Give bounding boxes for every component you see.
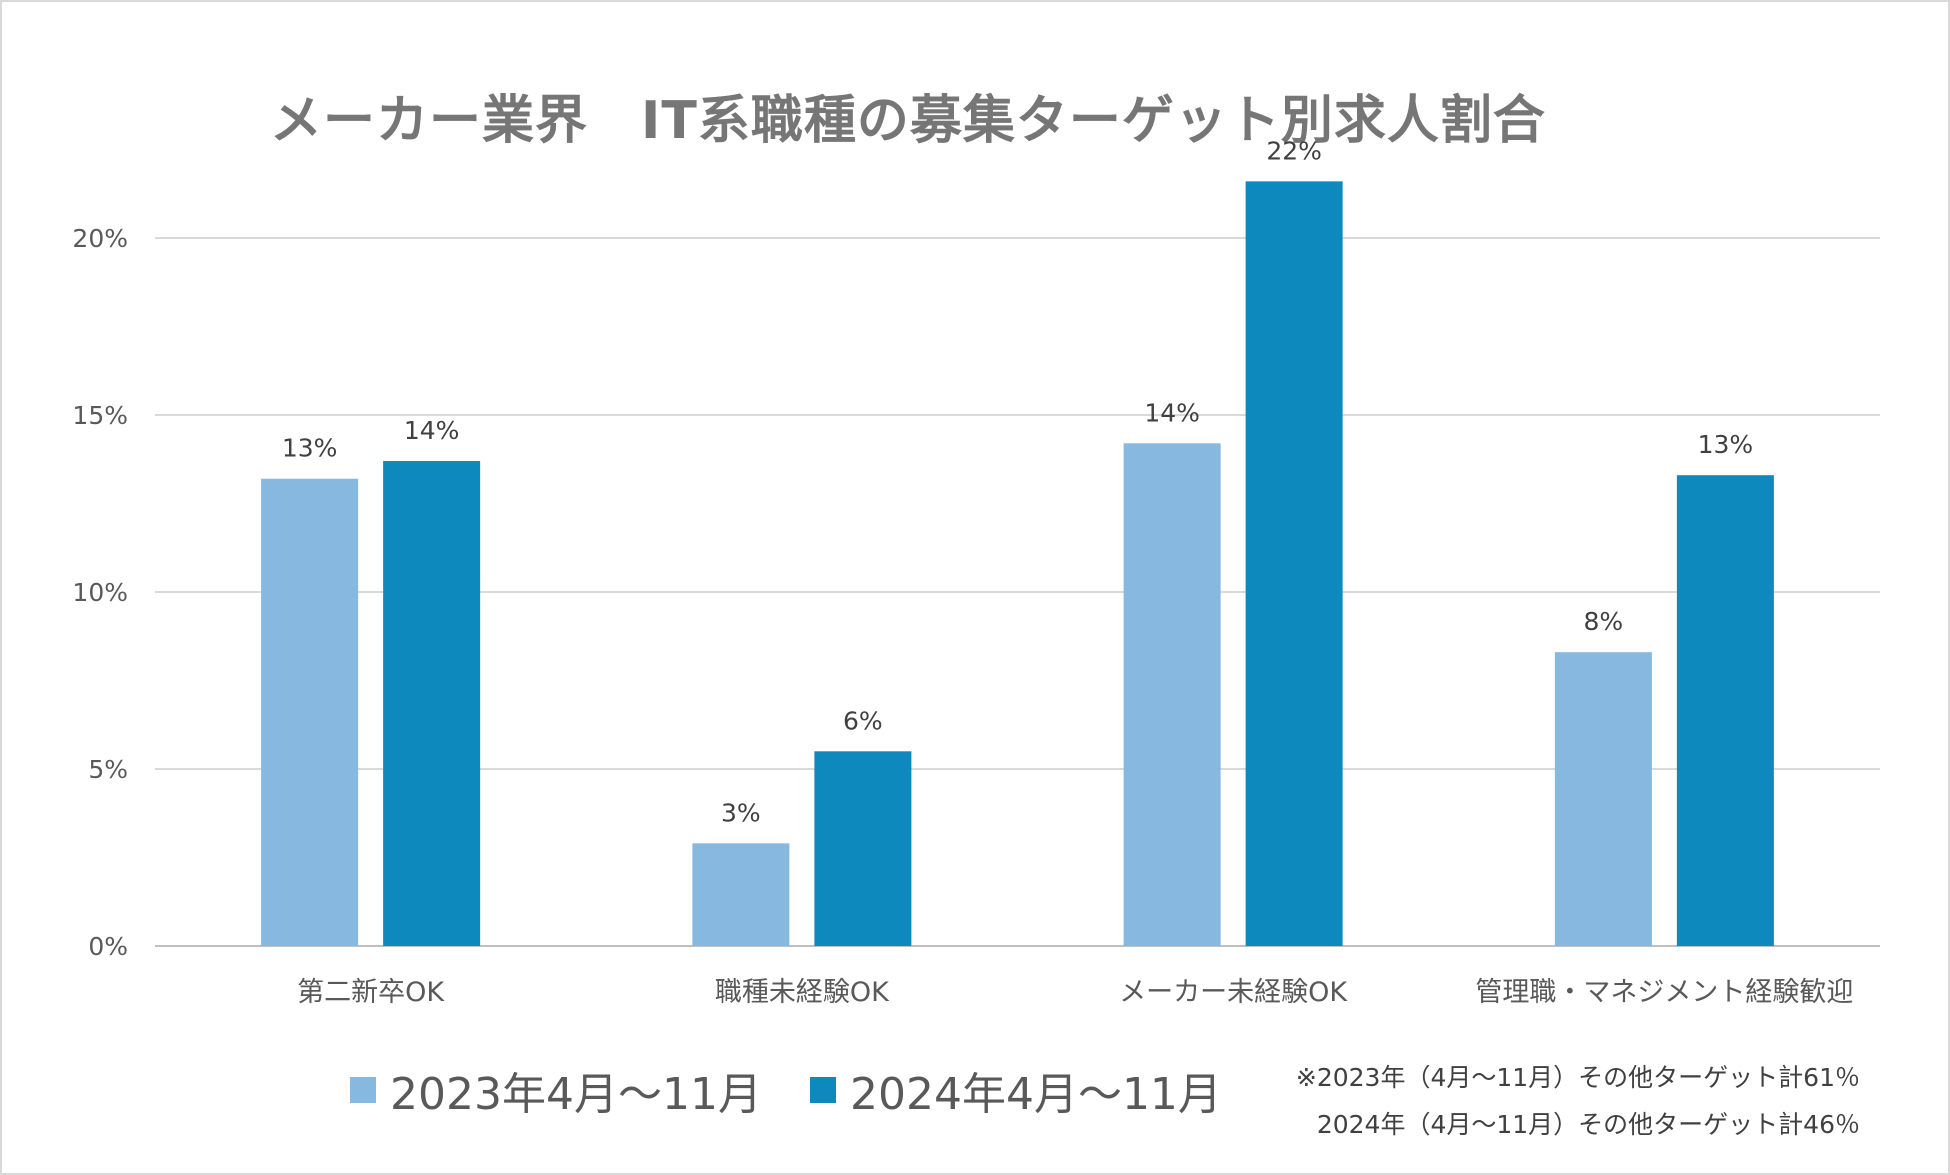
bar [1245, 181, 1343, 947]
y-tick-label: 20% [72, 224, 128, 253]
bar [814, 751, 912, 946]
data-label: 8% [1584, 607, 1624, 636]
bar [383, 461, 481, 946]
data-label: 13% [1698, 430, 1754, 459]
data-label: 3% [721, 798, 761, 827]
category-label: 管理職・マネジメント経験歓迎 [1475, 977, 1853, 1008]
legend-item-2024: 2024年4月～11月 [809, 1058, 1222, 1122]
data-label: 6% [843, 706, 883, 735]
category-label: メーカー未経験OK [1119, 977, 1348, 1008]
data-label: 14% [1144, 398, 1200, 427]
bar [692, 843, 790, 946]
y-tick-label: 5% [88, 755, 128, 784]
chart-title: メーカー業界 IT系職種の募集ターゲット別求人割合 [270, 91, 1546, 151]
footnote-2024: 2024年（4月～11月）その他ターゲット計46％ [1316, 1110, 1860, 1139]
bar [1554, 652, 1652, 946]
data-label: 14% [404, 416, 460, 445]
bar [261, 478, 359, 946]
category-label: 職種未経験OK [715, 977, 890, 1008]
y-tick-label: 0% [88, 932, 128, 961]
bar [1676, 475, 1774, 946]
legend-label-2023: 2023年4月～11月 [390, 1069, 762, 1120]
data-label: 13% [282, 434, 338, 463]
y-tick-label: 10% [72, 578, 128, 607]
footnote-2023: ※2023年（4月～11月）その他ターゲット計61％ [1295, 1063, 1860, 1092]
legend: 2023年4月～11月 2024年4月～11月 [350, 1058, 1270, 1122]
data-label: 22% [1266, 136, 1322, 165]
legend-swatch-2023 [350, 1077, 376, 1103]
legend-swatch-2024 [809, 1077, 836, 1103]
bar [1123, 443, 1221, 946]
y-tick-label: 15% [72, 401, 128, 430]
legend-item-2023: 2023年4月～11月 [350, 1058, 762, 1122]
legend-label-2024: 2024年4月～11月 [849, 1069, 1222, 1120]
category-label: 第二新卒OK [297, 977, 445, 1008]
